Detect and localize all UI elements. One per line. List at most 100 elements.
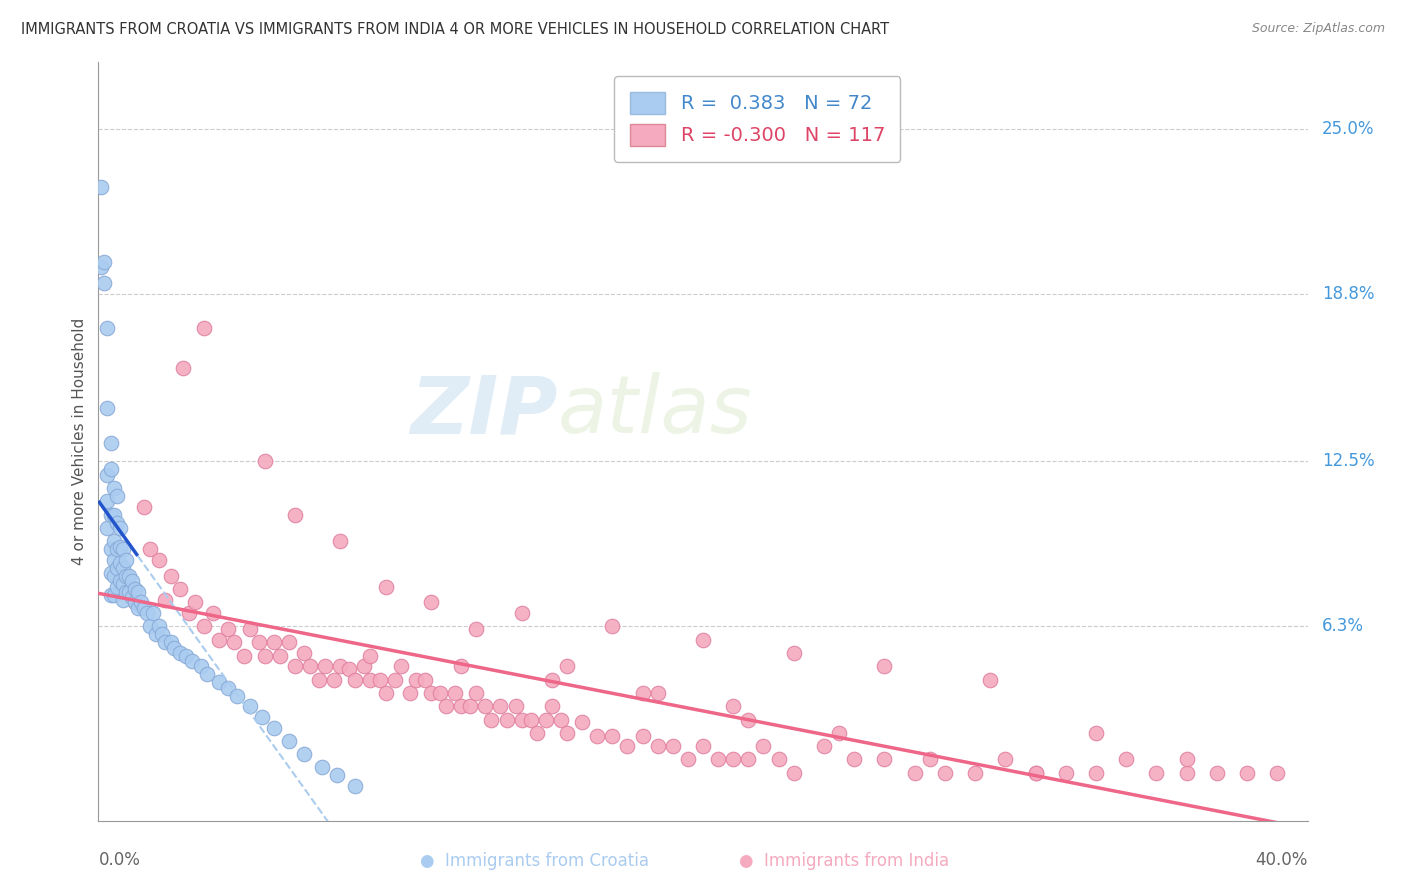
Point	[420, 595, 443, 609]
Point	[153, 635, 176, 649]
Point	[737, 752, 759, 766]
Point	[692, 632, 714, 647]
Point	[398, 686, 420, 700]
Point	[269, 648, 291, 663]
Point	[918, 752, 941, 766]
Point	[96, 321, 118, 335]
Point	[540, 673, 562, 687]
Y-axis label: 4 or more Vehicles in Household: 4 or more Vehicles in Household	[72, 318, 87, 566]
Point	[100, 566, 122, 581]
Point	[263, 721, 285, 735]
Point	[308, 673, 330, 687]
Point	[150, 627, 173, 641]
Point	[105, 489, 128, 503]
Point	[602, 619, 624, 633]
Point	[723, 752, 745, 766]
Point	[121, 590, 143, 604]
Point	[184, 595, 207, 609]
Point	[103, 508, 125, 522]
Point	[208, 632, 231, 647]
Point	[139, 619, 162, 633]
Point	[169, 582, 191, 597]
Point	[132, 500, 155, 514]
Point	[108, 574, 131, 589]
Point	[1054, 765, 1077, 780]
Point	[555, 659, 578, 673]
Point	[647, 686, 669, 700]
Point	[360, 648, 382, 663]
Point	[458, 699, 481, 714]
Point	[374, 580, 396, 594]
Point	[93, 277, 115, 291]
Point	[450, 699, 472, 714]
Point	[127, 585, 149, 599]
Point	[434, 699, 457, 714]
Point	[114, 569, 136, 583]
Text: Source: ZipAtlas.com: Source: ZipAtlas.com	[1251, 22, 1385, 36]
Point	[96, 467, 118, 482]
Point	[103, 481, 125, 495]
Point	[344, 779, 367, 793]
Point	[292, 747, 315, 761]
Point	[148, 553, 170, 567]
Point	[384, 673, 406, 687]
Point	[105, 561, 128, 575]
Point	[323, 673, 346, 687]
Point	[420, 686, 443, 700]
Point	[118, 585, 141, 599]
Point	[631, 729, 654, 743]
Point	[1175, 765, 1198, 780]
Point	[534, 713, 557, 727]
Point	[145, 627, 167, 641]
Point	[118, 569, 141, 583]
Text: ●  Immigrants from India: ● Immigrants from India	[738, 852, 949, 870]
Point	[217, 681, 239, 695]
Point	[873, 752, 896, 766]
Point	[239, 699, 262, 714]
Point	[208, 675, 231, 690]
Point	[783, 646, 806, 660]
Point	[148, 619, 170, 633]
Point	[555, 726, 578, 740]
Text: 12.5%: 12.5%	[1322, 452, 1375, 470]
Point	[103, 569, 125, 583]
Point	[105, 580, 128, 594]
Point	[934, 765, 956, 780]
Point	[277, 635, 299, 649]
Point	[389, 659, 412, 673]
Point	[124, 595, 146, 609]
Text: 40.0%: 40.0%	[1256, 851, 1308, 869]
Point	[190, 659, 212, 673]
Point	[142, 606, 165, 620]
Point	[224, 635, 246, 649]
Text: ●  Immigrants from Croatia: ● Immigrants from Croatia	[420, 852, 648, 870]
Point	[174, 648, 197, 663]
Point	[1267, 765, 1289, 780]
Point	[108, 540, 131, 554]
Point	[193, 321, 215, 335]
Legend: R =  0.383   N = 72, R = -0.300   N = 117: R = 0.383 N = 72, R = -0.300 N = 117	[614, 76, 900, 161]
Text: atlas: atlas	[558, 372, 752, 450]
Point	[103, 534, 125, 549]
Point	[374, 686, 396, 700]
Point	[489, 699, 512, 714]
Point	[100, 542, 122, 557]
Point	[247, 635, 270, 649]
Point	[329, 534, 352, 549]
Point	[1236, 765, 1258, 780]
Point	[299, 659, 322, 673]
Point	[239, 622, 262, 636]
Point	[510, 713, 533, 727]
Point	[163, 640, 186, 655]
Point	[329, 659, 352, 673]
Point	[1144, 765, 1167, 780]
Point	[96, 494, 118, 508]
Point	[111, 569, 134, 583]
Point	[828, 726, 851, 740]
Point	[723, 699, 745, 714]
Point	[96, 521, 118, 535]
Point	[263, 635, 285, 649]
Point	[783, 765, 806, 780]
Point	[90, 180, 112, 194]
Point	[103, 553, 125, 567]
